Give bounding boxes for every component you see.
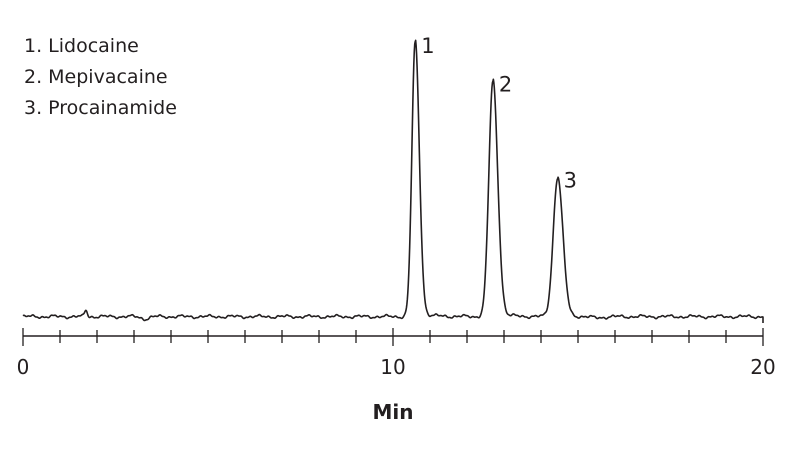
x-axis-title: Min <box>373 400 414 424</box>
x-tick-label-10: 10 <box>380 355 405 379</box>
peak-label-2: 2 <box>499 73 512 97</box>
legend-entry-2: 2. Mepivacaine <box>24 66 168 88</box>
x-tick-label-20: 20 <box>750 355 775 379</box>
chromatogram-trace <box>22 39 764 324</box>
legend: 1. Lidocaine 2. Mepivacaine 3. Procainam… <box>24 35 177 119</box>
x-tick-label-0: 0 <box>17 355 30 379</box>
peak-labels: 1 2 3 <box>421 34 577 193</box>
peak-label-3: 3 <box>564 169 577 193</box>
x-axis: 0 10 20 Min <box>17 328 776 424</box>
legend-entry-3: 3. Procainamide <box>24 97 177 119</box>
peak-label-1: 1 <box>421 34 434 58</box>
x-ticks <box>22 328 764 346</box>
legend-entry-1: 1. Lidocaine <box>24 35 139 57</box>
